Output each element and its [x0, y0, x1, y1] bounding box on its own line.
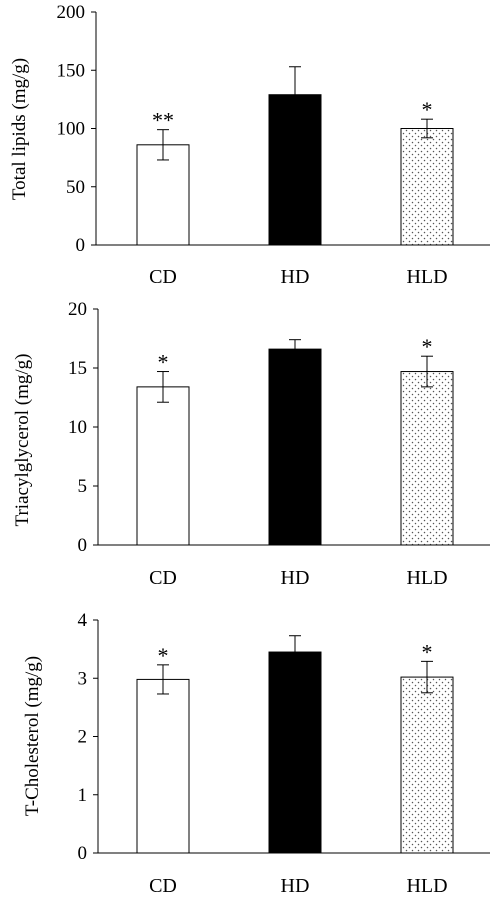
- y-tick-label: 0: [78, 535, 88, 556]
- bar-hld: [400, 371, 454, 546]
- y-tick-label: 4: [78, 610, 88, 631]
- category-label-hd: HD: [281, 875, 310, 897]
- y-tick-label: 20: [68, 300, 87, 320]
- y-tick-label: 100: [57, 119, 86, 140]
- y-axis-title: Total lipids (mg/g): [9, 58, 30, 200]
- y-tick-label: 3: [78, 668, 88, 689]
- y-tick-label: 2: [78, 727, 88, 748]
- triacylglycerol-chart: Triacylglycerol (mg/g) 0 5 10 15 20 * CD HD * HL…: [0, 300, 499, 600]
- t-cholesterol-chart: T-Cholesterol (mg/g) 0 1 2 3 4 * CD HD * HLD: [0, 600, 499, 898]
- category-label-hld: HLD: [406, 567, 447, 589]
- bar-cd: [136, 678, 190, 854]
- y-axis-ticks: 0 50 100 150 200: [57, 2, 96, 256]
- category-label-hd: HD: [281, 266, 310, 288]
- significance-marker: *: [422, 639, 433, 664]
- y-tick-label: 200: [57, 2, 86, 23]
- y-tick-label: 10: [68, 417, 87, 438]
- significance-marker: **: [152, 108, 174, 133]
- bar-hd: [268, 651, 322, 854]
- significance-marker: *: [158, 350, 169, 375]
- y-tick-label: 0: [76, 235, 86, 256]
- y-tick-label: 0: [78, 843, 88, 864]
- category-label-cd: CD: [149, 875, 177, 897]
- y-axis-ticks: 0 1 2 3 4: [78, 610, 98, 864]
- bar-cd: [136, 386, 190, 546]
- triacylglycerol-chart-svg: Triacylglycerol (mg/g) 0 5 10 15 20 * CD HD * HL…: [12, 300, 490, 589]
- bar-hd: [268, 348, 322, 546]
- y-axis-title: Triacylglycerol (mg/g): [12, 354, 33, 527]
- y-tick-label: 50: [66, 177, 85, 198]
- y-tick-label: 15: [68, 358, 87, 379]
- bars: * CD HD * HLD: [136, 635, 454, 897]
- category-label-cd: CD: [149, 567, 177, 589]
- bar-hld: [400, 676, 454, 854]
- category-label-hd: HD: [281, 567, 310, 589]
- category-label-hld: HLD: [406, 266, 447, 288]
- t-cholesterol-chart-svg: T-Cholesterol (mg/g) 0 1 2 3 4 * CD HD * HLD: [22, 610, 490, 897]
- significance-marker: *: [422, 97, 433, 122]
- category-label-hld: HLD: [406, 875, 447, 897]
- significance-marker: *: [158, 643, 169, 668]
- significance-marker: *: [422, 334, 433, 359]
- y-tick-label: 5: [78, 476, 88, 497]
- category-label-cd: CD: [149, 266, 177, 288]
- y-tick-label: 150: [57, 60, 86, 81]
- total-lipids-chart: Total lipids (mg/g) 0 50 100 150 200 ** CD HD *…: [0, 0, 499, 300]
- y-axis-title: T-Cholesterol (mg/g): [22, 656, 43, 816]
- bar-hld: [400, 128, 454, 246]
- bar-cd: [136, 144, 190, 246]
- y-tick-label: 1: [78, 785, 88, 806]
- bars: ** CD HD * HLD: [136, 66, 454, 288]
- bars: * CD HD * HLD: [136, 334, 454, 589]
- y-axis-ticks: 0 5 10 15 20: [68, 300, 98, 556]
